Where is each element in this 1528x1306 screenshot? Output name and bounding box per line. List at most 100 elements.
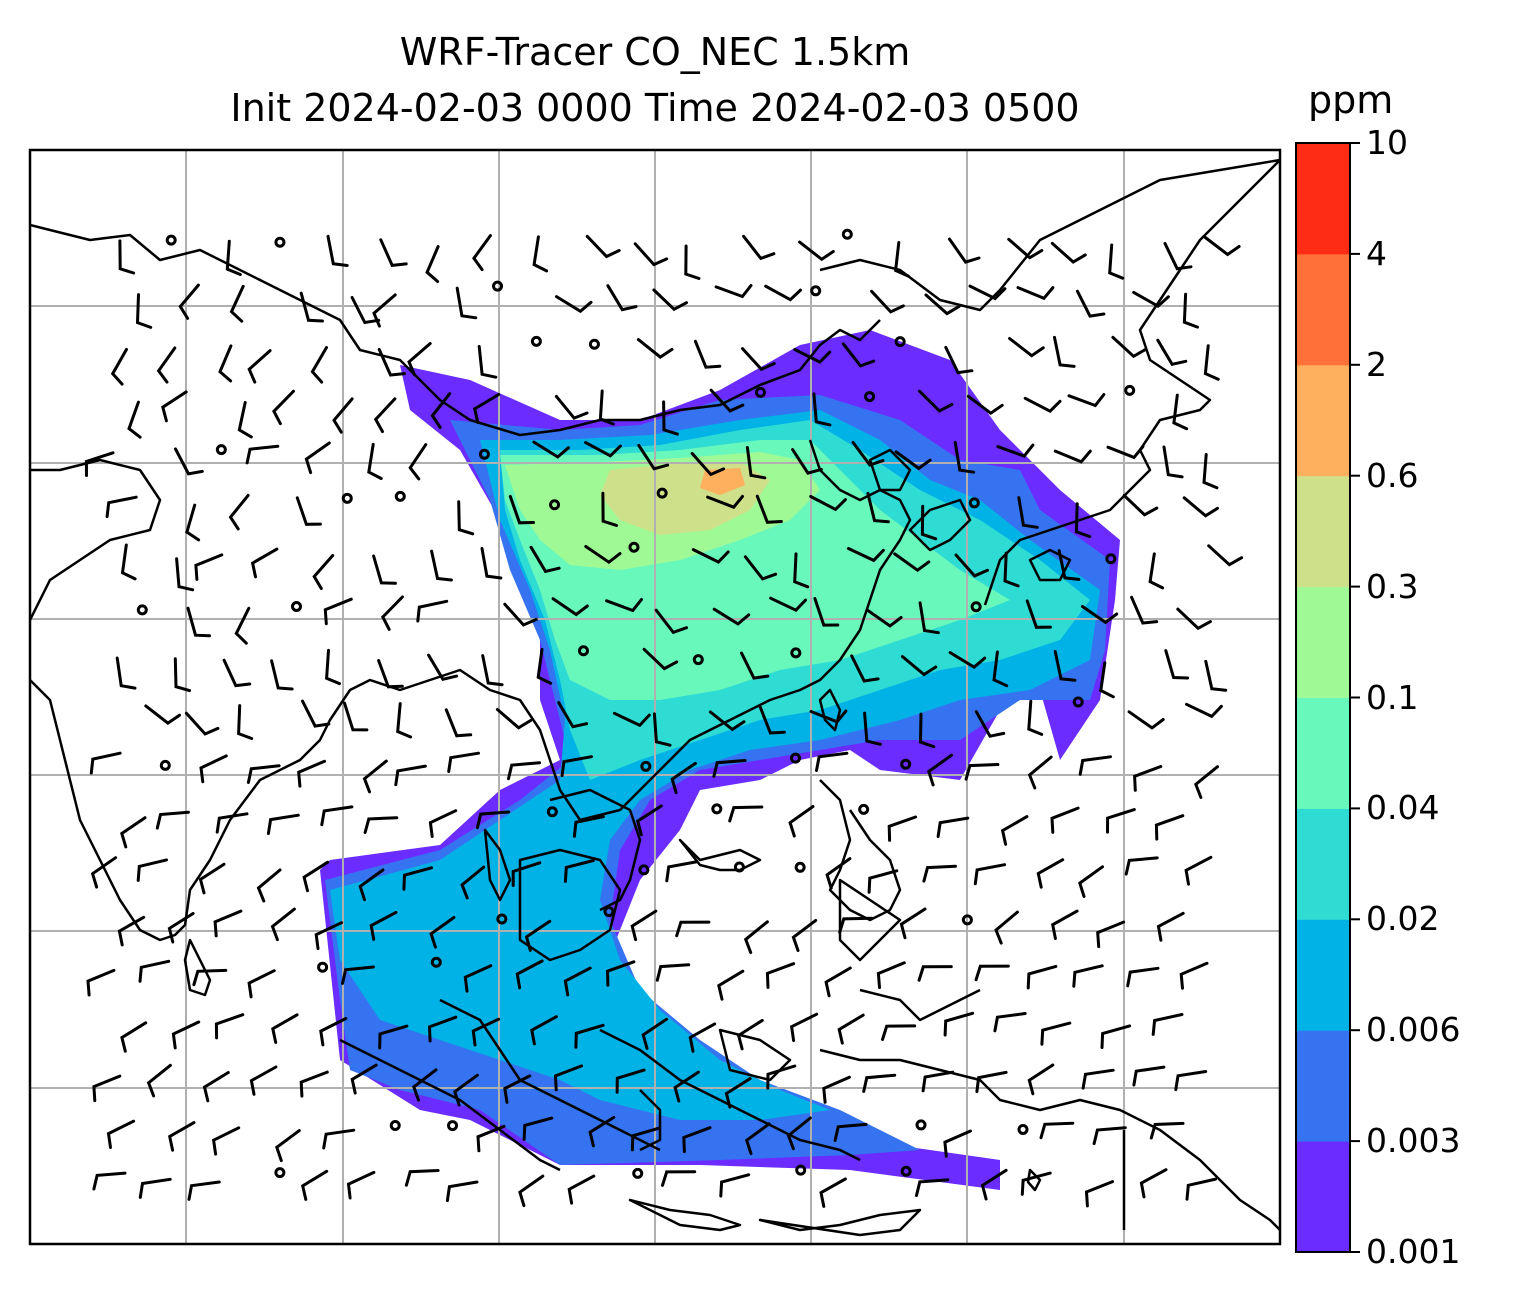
wind-barb <box>918 601 940 635</box>
calm-wind-marker <box>1072 696 1084 708</box>
wind-barb <box>837 1013 865 1045</box>
wind-barb <box>665 860 698 883</box>
wind-barb <box>430 392 452 429</box>
wind-barb <box>714 284 753 299</box>
wind-barb <box>1067 393 1106 408</box>
wind-barb <box>793 552 810 589</box>
wind-barb <box>793 348 832 364</box>
wind-barb <box>813 597 840 627</box>
wind-barb <box>266 813 300 835</box>
wind-barb <box>234 606 251 645</box>
wind-barb <box>833 1122 868 1142</box>
wind-barb <box>362 759 388 794</box>
wind-barb <box>301 699 331 728</box>
wind-barb <box>899 907 927 940</box>
wind-barb <box>445 1180 479 1203</box>
wind-barb <box>894 450 932 471</box>
wind-barb <box>256 868 282 903</box>
wind-barb <box>178 283 200 320</box>
wind-barb <box>1017 496 1039 529</box>
wind-barb <box>532 440 570 459</box>
wind-barb <box>736 1018 764 1051</box>
wind-barb <box>304 441 331 474</box>
wind-barb <box>551 597 589 617</box>
calm-wind-marker <box>900 1165 912 1177</box>
calm-wind-marker <box>864 391 876 403</box>
wind-barb <box>728 805 764 823</box>
wind-barb <box>1027 755 1053 790</box>
wind-barb <box>167 912 195 944</box>
colorbar-tick-label: 2 <box>1366 344 1387 384</box>
wind-barb <box>106 1119 136 1149</box>
wind-barb <box>637 443 670 471</box>
wind-barb <box>1151 1013 1184 1036</box>
colorbar-bin <box>1296 143 1350 255</box>
wind-barb <box>996 443 1035 458</box>
wind-barb <box>953 440 976 474</box>
wind-barb <box>615 1068 646 1094</box>
wind-barb <box>1203 236 1241 257</box>
calm-wind-marker <box>546 806 558 818</box>
wind-barb <box>471 1017 501 1047</box>
wind-barb <box>1162 445 1184 479</box>
wind-barb <box>218 344 233 383</box>
wind-barb <box>310 346 328 384</box>
wind-barb <box>786 1116 812 1151</box>
wind-barb <box>1078 755 1112 776</box>
wind-barb <box>893 241 910 278</box>
wind-barb <box>601 491 618 527</box>
colorbar-tick-label: 0.6 <box>1366 455 1419 495</box>
wind-barb <box>1156 338 1188 366</box>
wind-barb <box>966 394 1004 416</box>
wind-barb <box>332 397 354 434</box>
wind-barb <box>138 959 171 983</box>
wind-barb <box>302 860 330 893</box>
calm-wind-marker <box>841 228 853 240</box>
wind-barb <box>481 654 504 687</box>
colorbar-bin <box>1296 475 1350 588</box>
wind-barb <box>1040 1021 1072 1046</box>
wind-barb <box>652 288 688 312</box>
wind-barb <box>1100 1024 1132 1049</box>
wind-barb <box>691 548 730 564</box>
wind-barb <box>605 598 643 613</box>
wind-barb <box>1050 241 1087 264</box>
wind-barb <box>948 651 987 670</box>
wind-barb <box>1007 237 1044 260</box>
wind-barb <box>247 969 276 999</box>
wind-barb <box>612 711 651 728</box>
wind-barb <box>247 349 272 384</box>
calm-wind-marker <box>858 803 870 815</box>
wind-barb <box>574 1023 605 1049</box>
wind-barb <box>379 238 408 268</box>
wind-barb <box>1027 1063 1055 1096</box>
wind-barb <box>1111 335 1148 359</box>
wind-barb <box>717 969 745 1001</box>
wind-barb <box>1184 855 1213 886</box>
wind-barb <box>460 865 486 900</box>
wind-barb <box>427 1015 458 1043</box>
wind-barb <box>584 441 622 458</box>
wind-barb <box>346 1170 376 1200</box>
chart-title-line2: Init 2024-02-03 0000 Time 2024-02-03 050… <box>230 86 1080 130</box>
wind-barb <box>229 284 245 323</box>
calm-wind-marker <box>794 861 806 873</box>
calm-wind-marker <box>215 444 227 456</box>
wind-barb <box>1016 286 1055 301</box>
wind-barb <box>652 712 672 747</box>
wind-barb <box>161 390 188 423</box>
wind-barb <box>822 1075 851 1104</box>
wind-barb <box>838 916 874 934</box>
colorbar-bin <box>1296 697 1350 809</box>
wind-barb <box>588 1115 616 1148</box>
wind-barb <box>472 234 492 272</box>
calm-wind-marker <box>447 1120 459 1132</box>
calm-wind-marker <box>394 490 406 502</box>
wind-barb <box>922 864 957 883</box>
wind-barb <box>709 388 745 413</box>
wind-barb <box>567 1174 596 1205</box>
wind-barb <box>174 447 204 476</box>
wind-barb <box>1207 544 1244 567</box>
colorbar-tick-label: 10 <box>1366 123 1408 162</box>
wind-barb <box>554 394 589 420</box>
